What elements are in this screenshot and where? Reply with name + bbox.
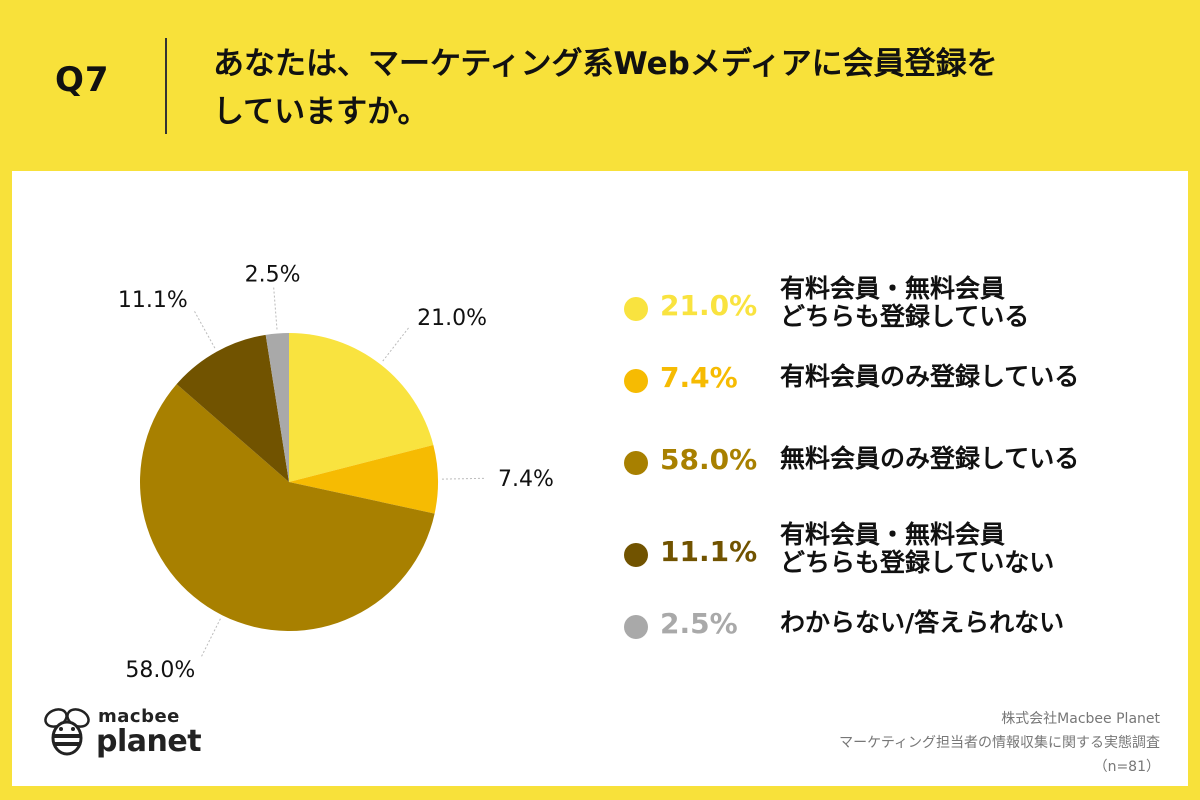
question-text: あなたは、マーケティング系Webメディアに会員登録を していますか。 [213,40,1113,136]
pie-value-label-paid-only: 7.4% [498,467,554,492]
legend-value-paid-only: 7.4% [660,361,738,394]
logo-text-bottom: planet [96,724,202,759]
legend-value-unknown: 2.5% [660,607,738,640]
leader-line-paid-only [441,477,484,480]
pie-value-label-neither: 11.1% [118,288,188,313]
legend-label-line: 有料会員のみ登録している [780,362,1080,391]
legend-label-paid-only: 有料会員のみ登録している [780,363,1180,391]
macbee-planet-logo: macbee planet [40,704,220,764]
leader-line-neither [194,311,216,349]
bee-icon [44,708,90,756]
legend-value-neither: 11.1% [660,535,758,568]
legend-label-unknown: わからない/答えられない [780,609,1180,637]
source-note: 株式会社Macbee Planet マーケティング担当者の情報収集に関する実態調… [710,707,1160,779]
legend-item-neither: 11.1% 有料会員・無料会員 どちらも登録していない [620,521,1180,581]
legend-item-unknown: 2.5% わからない/答えられない [620,603,1180,663]
legend-label-line: どちらも登録していない [780,548,1055,577]
legend-label-line: 有料会員・無料会員 [780,520,1006,549]
pie-value-label-free-only: 58.0% [125,658,195,683]
leader-line-both-members [382,327,409,362]
pie-slice-both-members [289,333,434,482]
legend-label-free-only: 無料会員のみ登録している [780,445,1180,473]
pie-slice-free-only [139,384,435,632]
pie-value-label-both-members: 21.0% [417,306,487,331]
source-n: （n=81） [1093,759,1160,775]
question-number: Q7 [55,60,110,100]
legend-dot-unknown [624,615,648,639]
legend-label-neither: 有料会員・無料会員 どちらも登録していない [780,521,1180,577]
legend-label-line: わからない/答えられない [780,608,1065,637]
leader-line-unknown [273,287,278,330]
legend-label-line: どちらも登録している [780,302,1030,331]
legend-item-both-members: 21.0% 有料会員・無料会員 どちらも登録している [620,275,1180,335]
header: Q7 あなたは、マーケティング系Webメディアに会員登録を していますか。 [0,0,1200,170]
legend-dot-free-only [624,451,648,475]
legend-label-line: 無料会員のみ登録している [780,444,1080,473]
source-company: 株式会社Macbee Planet [1001,711,1160,727]
legend-value-both-members: 21.0% [660,289,758,322]
leader-line-free-only [201,618,221,657]
pie-slice-unknown [265,333,289,482]
logo-text-top: macbee [98,706,180,727]
pie-value-label-unknown: 2.5% [245,263,301,288]
legend-dot-neither [624,543,648,567]
legend-value-free-only: 58.0% [660,443,758,476]
header-divider [165,38,167,134]
legend-label-line: 有料会員・無料会員 [780,274,1006,303]
pie-slice-neither [176,334,289,482]
source-survey: マーケティング担当者の情報収集に関する実態調査 [839,735,1160,751]
legend-item-paid-only: 7.4% 有料会員のみ登録している [620,357,1180,417]
legend-dot-paid-only [624,369,648,393]
legend-item-free-only: 58.0% 無料会員のみ登録している [620,439,1180,499]
pie-slice-paid-only [289,444,438,514]
question-line-2: していますか。 [213,94,429,130]
question-line-1: あなたは、マーケティング系Webメディアに会員登録を [213,46,998,82]
legend-dot-both-members [624,297,648,321]
legend-label-both-members: 有料会員・無料会員 どちらも登録している [780,275,1180,331]
